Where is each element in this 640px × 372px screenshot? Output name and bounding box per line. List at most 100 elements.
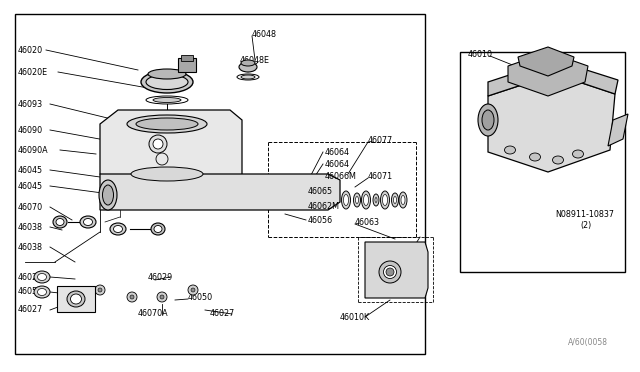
Ellipse shape — [148, 69, 186, 79]
Ellipse shape — [237, 74, 259, 80]
Ellipse shape — [353, 193, 360, 207]
Ellipse shape — [151, 223, 165, 235]
Ellipse shape — [362, 191, 371, 209]
Ellipse shape — [241, 60, 255, 66]
Ellipse shape — [67, 291, 85, 307]
Text: 46048E: 46048E — [240, 55, 270, 64]
Ellipse shape — [56, 218, 64, 225]
Polygon shape — [100, 174, 340, 210]
Text: 46038: 46038 — [18, 222, 43, 231]
Ellipse shape — [375, 198, 377, 202]
Circle shape — [149, 135, 167, 153]
Ellipse shape — [394, 196, 397, 203]
Ellipse shape — [381, 191, 390, 209]
Circle shape — [156, 153, 168, 165]
Ellipse shape — [146, 74, 188, 90]
Ellipse shape — [38, 289, 47, 295]
Text: 46064: 46064 — [325, 148, 350, 157]
Ellipse shape — [392, 193, 399, 207]
Ellipse shape — [102, 185, 113, 205]
Text: 46063: 46063 — [355, 218, 380, 227]
Polygon shape — [488, 74, 615, 172]
Ellipse shape — [53, 216, 67, 228]
Text: 46064: 46064 — [325, 160, 350, 169]
Text: 46045: 46045 — [18, 166, 43, 174]
Text: 46029: 46029 — [18, 273, 44, 282]
Text: 46090A: 46090A — [18, 145, 49, 154]
Ellipse shape — [383, 195, 387, 205]
Ellipse shape — [552, 156, 563, 164]
Ellipse shape — [355, 196, 358, 203]
Ellipse shape — [99, 180, 117, 210]
Text: 46029: 46029 — [148, 273, 173, 282]
Bar — [57, 286, 95, 312]
Ellipse shape — [80, 216, 96, 228]
Ellipse shape — [399, 192, 407, 208]
Ellipse shape — [38, 273, 47, 280]
Ellipse shape — [34, 286, 50, 298]
Ellipse shape — [383, 266, 397, 279]
Text: 46065: 46065 — [308, 186, 333, 196]
Ellipse shape — [83, 218, 93, 225]
Ellipse shape — [401, 196, 405, 205]
Ellipse shape — [239, 62, 257, 72]
Text: 46051: 46051 — [18, 288, 43, 296]
Circle shape — [191, 288, 195, 292]
Circle shape — [127, 292, 137, 302]
Ellipse shape — [70, 294, 81, 304]
Text: N08911-10837: N08911-10837 — [555, 209, 614, 218]
Ellipse shape — [136, 118, 198, 130]
Polygon shape — [518, 47, 574, 76]
Bar — [15, 14, 425, 354]
Text: 46077: 46077 — [368, 135, 393, 144]
Text: 46010: 46010 — [468, 49, 493, 58]
Bar — [178, 58, 196, 72]
Circle shape — [386, 268, 394, 276]
Ellipse shape — [127, 115, 207, 133]
Text: 46020E: 46020E — [18, 67, 48, 77]
Circle shape — [153, 139, 163, 149]
Ellipse shape — [342, 191, 351, 209]
Bar — [181, 55, 193, 61]
Polygon shape — [508, 52, 588, 96]
Text: 46050: 46050 — [188, 292, 213, 301]
Ellipse shape — [344, 195, 349, 205]
Ellipse shape — [110, 223, 126, 235]
Circle shape — [157, 292, 167, 302]
Text: 46048: 46048 — [252, 29, 277, 38]
Ellipse shape — [478, 104, 498, 136]
Text: 46056: 46056 — [308, 215, 333, 224]
Ellipse shape — [34, 271, 50, 283]
Text: 46045: 46045 — [18, 182, 43, 190]
Text: A/60(0058: A/60(0058 — [568, 338, 608, 347]
Text: (2): (2) — [580, 221, 591, 230]
Text: 46090: 46090 — [18, 125, 43, 135]
Ellipse shape — [364, 195, 369, 205]
Ellipse shape — [373, 194, 379, 206]
Bar — [460, 52, 625, 272]
Text: 46010: 46010 — [368, 278, 393, 286]
Ellipse shape — [131, 167, 203, 181]
Ellipse shape — [379, 261, 401, 283]
Text: 46062M: 46062M — [308, 202, 340, 211]
Text: 46010K: 46010K — [340, 312, 370, 321]
Ellipse shape — [241, 75, 255, 79]
Text: 46066M: 46066M — [325, 171, 357, 180]
Polygon shape — [100, 110, 242, 190]
Text: 46020: 46020 — [18, 45, 43, 55]
Polygon shape — [488, 60, 618, 96]
Text: 46070A: 46070A — [138, 310, 168, 318]
Ellipse shape — [573, 150, 584, 158]
Text: 46038: 46038 — [18, 243, 43, 251]
Polygon shape — [608, 114, 628, 146]
Text: 46027: 46027 — [210, 310, 236, 318]
Circle shape — [160, 295, 164, 299]
Circle shape — [98, 288, 102, 292]
Circle shape — [188, 285, 198, 295]
Circle shape — [130, 295, 134, 299]
Text: 46070: 46070 — [18, 202, 43, 212]
Ellipse shape — [529, 153, 541, 161]
Ellipse shape — [154, 225, 162, 232]
Ellipse shape — [482, 110, 494, 130]
Polygon shape — [365, 242, 428, 298]
